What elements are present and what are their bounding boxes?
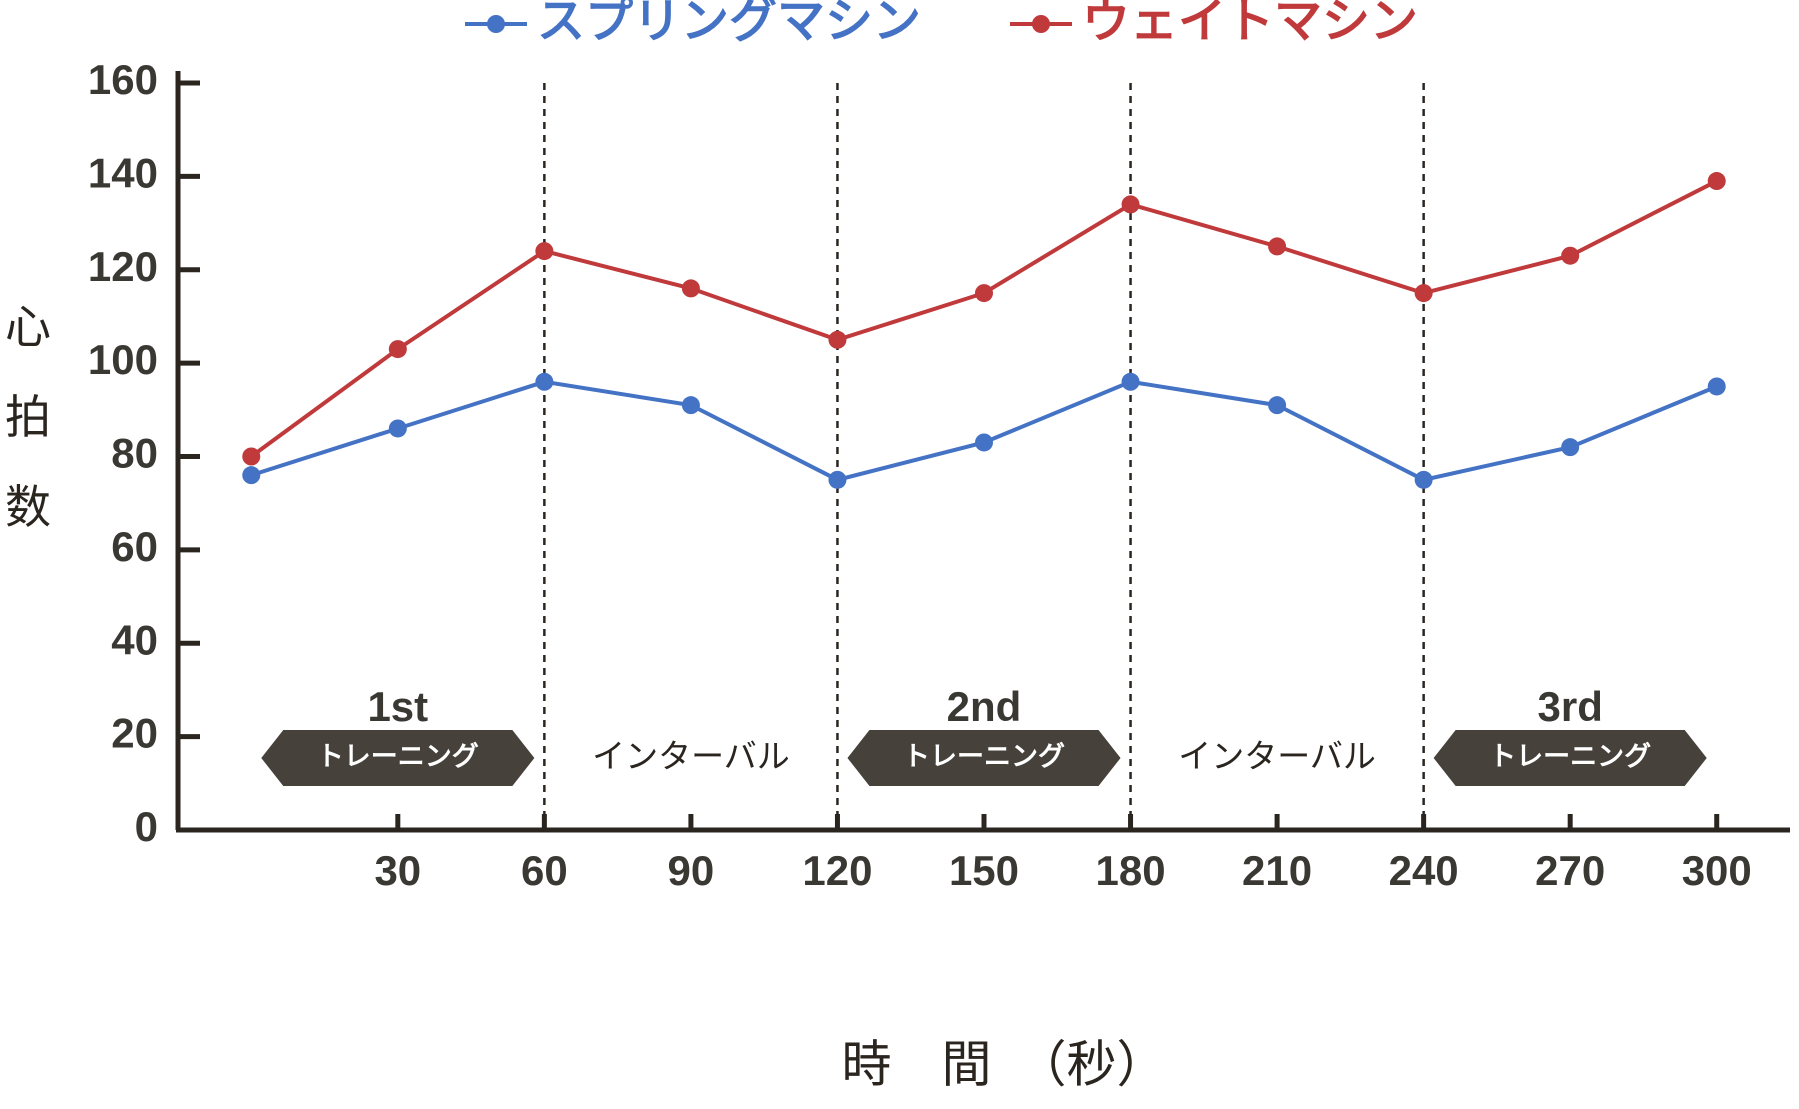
legend-label: スプリングマシン bbox=[537, 0, 921, 49]
x-tick-label: 300 bbox=[1682, 847, 1752, 894]
x-tick-label: 30 bbox=[374, 847, 421, 894]
y-tick-label: 40 bbox=[111, 616, 158, 663]
x-tick-label: 180 bbox=[1096, 847, 1166, 894]
x-tick-label: 60 bbox=[521, 847, 568, 894]
x-axis-label: 時 間 （秒） bbox=[842, 1036, 1167, 1094]
data-point bbox=[975, 433, 993, 452]
x-tick-label: 270 bbox=[1535, 847, 1605, 894]
data-point bbox=[828, 330, 847, 349]
phase-arrow bbox=[1433, 730, 1707, 786]
phase-label: 2nd bbox=[947, 683, 1022, 730]
y-tick-label: 60 bbox=[111, 523, 158, 570]
data-point bbox=[1707, 377, 1726, 396]
x-tick-label: 210 bbox=[1242, 847, 1312, 894]
y-axis-label: 心拍数 bbox=[5, 300, 51, 534]
legend-label: ウェイトマシン bbox=[1082, 0, 1418, 49]
data-point bbox=[388, 340, 407, 359]
data-point bbox=[1414, 470, 1433, 489]
y-tick-label: 0 bbox=[135, 803, 158, 850]
phase-arrow bbox=[847, 730, 1121, 786]
data-point bbox=[388, 419, 407, 438]
data-point bbox=[1121, 372, 1140, 391]
data-point bbox=[681, 396, 700, 415]
data-point bbox=[1268, 396, 1287, 415]
data-point bbox=[535, 372, 554, 391]
phase-label: 3rd bbox=[1538, 683, 1603, 730]
data-point bbox=[535, 242, 554, 261]
y-tick-label: 160 bbox=[88, 56, 158, 103]
x-tick-label: 240 bbox=[1389, 847, 1459, 894]
phase-label: 1st bbox=[367, 683, 428, 730]
data-point bbox=[1707, 172, 1726, 191]
y-tick-label: 120 bbox=[88, 243, 158, 290]
phase-text: トレーニング bbox=[1489, 741, 1651, 773]
phase-text: インターバル bbox=[1178, 737, 1376, 776]
y-tick-label: 140 bbox=[88, 149, 158, 196]
data-point bbox=[242, 466, 261, 485]
x-tick-label: 90 bbox=[668, 847, 715, 894]
y-tick-label: 80 bbox=[111, 430, 158, 477]
legend-marker bbox=[1032, 15, 1050, 33]
phase-text: トレーニング bbox=[317, 741, 479, 773]
phase-arrow bbox=[261, 730, 535, 786]
series-line bbox=[250, 379, 1718, 482]
phase-text: インターバル bbox=[592, 737, 790, 776]
series-line bbox=[250, 179, 1718, 459]
phase-text: トレーニング bbox=[903, 741, 1065, 773]
data-point bbox=[1414, 284, 1433, 303]
data-point bbox=[1121, 195, 1140, 214]
data-point bbox=[975, 284, 993, 303]
data-point bbox=[1268, 237, 1287, 256]
y-tick-label: 100 bbox=[88, 336, 158, 383]
data-point bbox=[681, 279, 700, 298]
legend-marker bbox=[487, 15, 505, 33]
data-point bbox=[1561, 438, 1580, 457]
data-point bbox=[242, 447, 261, 466]
x-tick-label: 120 bbox=[802, 847, 872, 894]
data-point bbox=[828, 470, 847, 489]
data-point bbox=[1561, 246, 1580, 265]
x-tick-label: 150 bbox=[949, 847, 1019, 894]
y-tick-label: 20 bbox=[111, 710, 158, 757]
